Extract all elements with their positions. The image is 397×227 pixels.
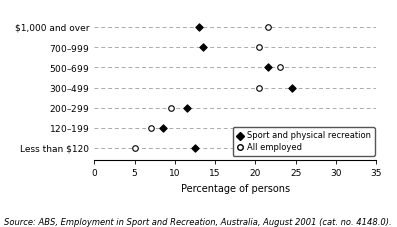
Point — [264, 66, 271, 69]
Point — [131, 146, 138, 150]
Point — [289, 86, 295, 89]
Point — [256, 45, 263, 49]
Point — [184, 106, 190, 110]
Point — [192, 146, 198, 150]
Legend: Sport and physical recreation, All employed: Sport and physical recreation, All emplo… — [233, 127, 375, 156]
Point — [160, 126, 166, 130]
Point — [276, 66, 283, 69]
Point — [256, 86, 263, 89]
Text: Source: ABS, Employment in Sport and Recreation, Australia, August 2001 (cat. no: Source: ABS, Employment in Sport and Rec… — [4, 218, 391, 227]
Point — [168, 106, 174, 110]
Point — [200, 45, 206, 49]
Point — [148, 126, 154, 130]
Point — [264, 25, 271, 29]
Point — [196, 25, 202, 29]
X-axis label: Percentage of persons: Percentage of persons — [181, 184, 290, 194]
